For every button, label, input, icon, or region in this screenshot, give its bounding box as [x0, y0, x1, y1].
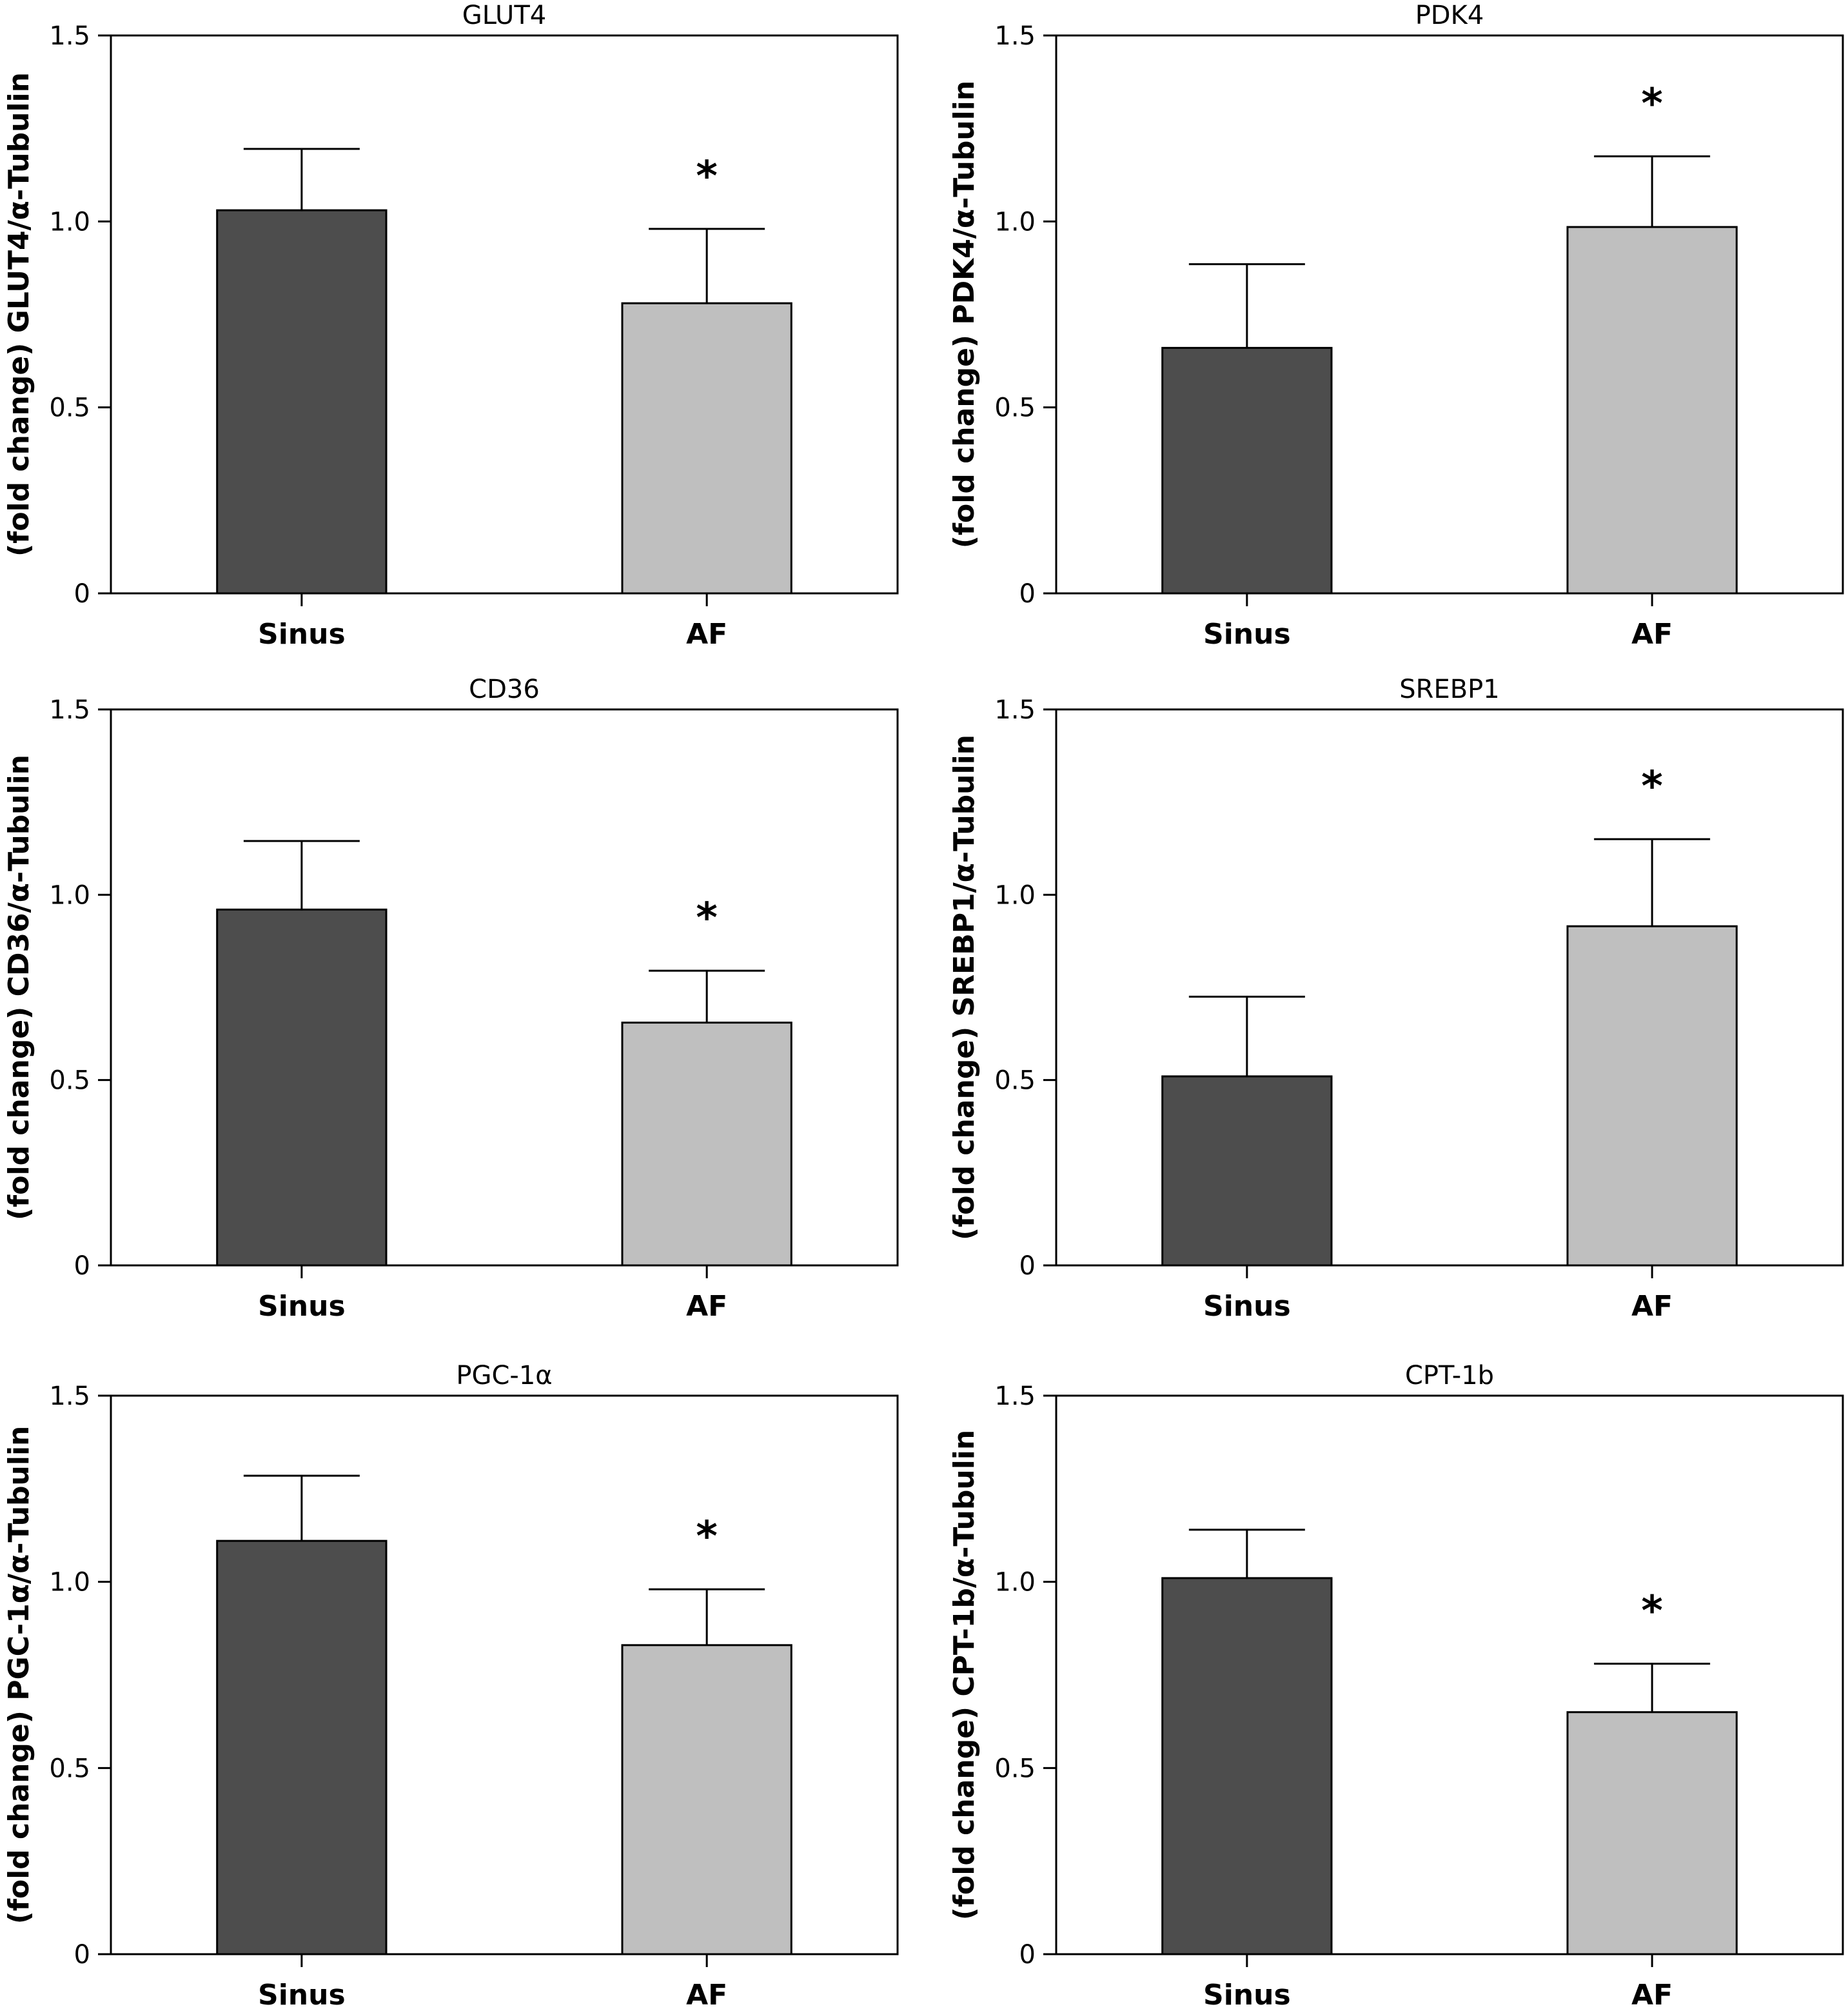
- chart-title: PDK4: [1415, 1, 1484, 30]
- y-tick-label: 0: [1019, 1251, 1036, 1281]
- y-tick-label: 1.0: [49, 1568, 90, 1598]
- plot-frame: [110, 1394, 899, 1955]
- y-tick-label: 1.0: [49, 207, 90, 237]
- bar-sinus: [1161, 1075, 1333, 1267]
- y-tick-label: 1.5: [994, 21, 1036, 51]
- x-tick-label: AF: [686, 1979, 727, 2009]
- y-tick-label: 0.5: [49, 1754, 90, 1783]
- x-tick-label: AF: [1631, 1290, 1673, 1323]
- x-tick-label: AF: [1631, 1979, 1673, 2009]
- significance-marker: *: [696, 1513, 717, 1561]
- x-tick-label: Sinus: [1203, 1290, 1291, 1323]
- significance-marker: *: [696, 895, 717, 942]
- bar-sinus: [1161, 346, 1333, 595]
- bar-af: [621, 302, 792, 595]
- x-tick-label: AF: [686, 1290, 727, 1323]
- y-tick-label: 0: [1019, 579, 1036, 609]
- y-axis-label: (fold change) SREBP1/α-Tubulin: [948, 735, 981, 1240]
- y-tick-label: 1.5: [49, 21, 90, 51]
- y-tick-label: 0.5: [49, 1066, 90, 1096]
- significance-marker: *: [696, 153, 717, 201]
- y-tick-label: 1.0: [994, 880, 1036, 910]
- significance-marker: *: [1641, 763, 1662, 811]
- chart-title: CD36: [469, 675, 540, 704]
- plot-frame: [1055, 708, 1844, 1267]
- y-axis-label: (fold change) CPT-1b/α-Tubulin: [948, 1430, 981, 1920]
- y-tick-label: 0: [74, 1251, 90, 1281]
- x-tick-label: Sinus: [258, 1979, 346, 2009]
- y-tick-label: 1.0: [994, 207, 1036, 237]
- chart-panel: CD36 0 0.5 1.0 1.5 (fold change) CD36/α-Tubul…: [3, 675, 899, 1323]
- y-axis-label: (fold change) GLUT4/α-Tubulin: [3, 72, 35, 557]
- y-tick-label: 1.5: [49, 695, 90, 725]
- bar-af: [621, 1644, 792, 1955]
- chart-panel: PGC-1α 0 0.5 1.0 1.5 (fold change) PGC-1α/α-T…: [3, 1361, 899, 2009]
- y-axis-label: (fold change) PGC-1α/α-Tubulin: [3, 1426, 35, 1925]
- chart-panel: SREBP1 0 0.5 1.0 1.5 (fold change) SREBP1/α-T…: [948, 675, 1844, 1323]
- y-tick-label: 0.5: [994, 1754, 1036, 1783]
- bar-sinus: [216, 908, 388, 1267]
- bar-af: [621, 1022, 792, 1267]
- y-axis-label: (fold change) PDK4/α-Tubulin: [948, 81, 981, 548]
- chart-panel: PDK4 0 0.5 1.0 1.5 (fold change) PDK4/α-Tubul…: [948, 1, 1844, 651]
- chart-title: SREBP1: [1399, 675, 1499, 704]
- x-tick-label: Sinus: [1203, 1979, 1291, 2009]
- y-tick-label: 0: [1019, 1940, 1036, 1970]
- bar-sinus: [216, 209, 388, 595]
- x-tick-label: AF: [1631, 618, 1673, 651]
- y-tick-label: 1.0: [994, 1568, 1036, 1598]
- y-tick-label: 0: [74, 579, 90, 609]
- y-axis-label: (fold change) CD36/α-Tubulin: [3, 755, 35, 1220]
- bar-sinus: [1161, 1577, 1333, 1955]
- y-tick-label: 0: [74, 1940, 90, 1970]
- plot-frame: [1055, 1394, 1844, 1955]
- significance-marker: *: [1641, 80, 1662, 128]
- x-tick-label: Sinus: [258, 1290, 346, 1323]
- bar-sinus: [216, 1539, 388, 1955]
- x-tick-label: Sinus: [258, 618, 346, 651]
- x-tick-label: Sinus: [1203, 618, 1291, 651]
- y-tick-label: 0.5: [994, 1066, 1036, 1096]
- chart-title: GLUT4: [462, 1, 546, 30]
- significance-marker: *: [1641, 1588, 1662, 1636]
- y-tick-label: 1.5: [994, 1381, 1036, 1411]
- y-tick-label: 1.0: [49, 880, 90, 910]
- bar-af: [1566, 226, 1738, 595]
- bar-af: [1566, 925, 1738, 1267]
- chart-panel: GLUT4 0 0.5 1.0 1.5 (fold change) GLUT4/α-Tub…: [3, 1, 899, 651]
- chart-panel: CPT-1b 0 0.5 1.0 1.5 (fold change) CPT-1b/α-T…: [948, 1361, 1844, 2009]
- chart-title: PGC-1α: [456, 1361, 552, 1390]
- plot-frame: [110, 708, 899, 1267]
- y-tick-label: 0.5: [994, 393, 1036, 423]
- y-tick-label: 1.5: [994, 695, 1036, 725]
- x-tick-label: AF: [686, 618, 727, 651]
- y-tick-label: 0.5: [49, 393, 90, 423]
- bar-af: [1566, 1711, 1738, 1955]
- chart-title: CPT-1b: [1405, 1361, 1494, 1390]
- plot-frame: [1055, 34, 1844, 595]
- y-tick-label: 1.5: [49, 1381, 90, 1411]
- plot-frame: [110, 34, 899, 595]
